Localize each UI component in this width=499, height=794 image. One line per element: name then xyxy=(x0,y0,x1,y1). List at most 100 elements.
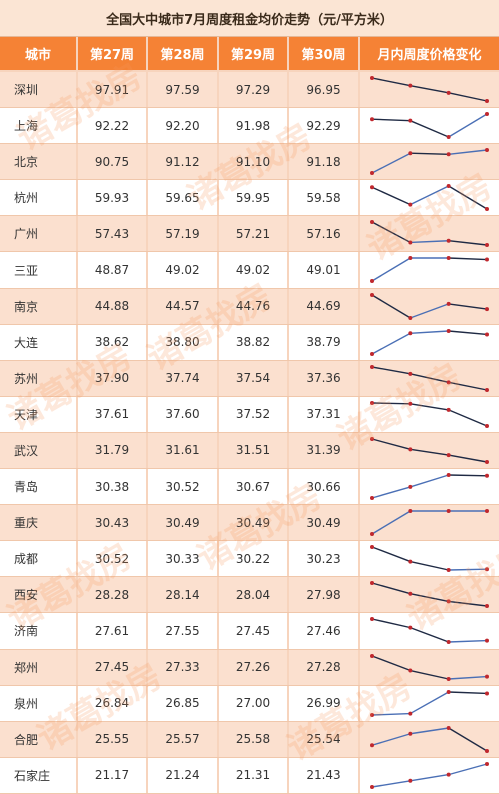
price-cell: 37.52 xyxy=(219,396,289,432)
table-row: 三亚 48.87 49.02 49.02 49.01 xyxy=(0,252,499,289)
sparkline-point xyxy=(446,239,451,244)
price-cell: 37.90 xyxy=(78,360,148,396)
price-cell: 59.93 xyxy=(78,180,148,216)
sparkline-point xyxy=(370,117,374,122)
sparkline-svg xyxy=(370,220,489,248)
price-cell: 30.49 xyxy=(219,505,289,541)
sparkline-segment xyxy=(448,92,488,102)
price-cell: 27.33 xyxy=(148,649,219,685)
price-cell: 44.69 xyxy=(289,288,360,324)
price-cell: 37.61 xyxy=(78,396,148,432)
table-row: 上海 92.22 92.20 91.98 92.29 xyxy=(0,108,499,145)
price-cell: 44.57 xyxy=(148,288,219,324)
sparkline-svg xyxy=(370,364,489,392)
price-cell: 31.51 xyxy=(219,432,289,469)
table-header: 城市 第27周 第28周 第29周 第30周 月内周度价格变化 xyxy=(0,37,499,70)
price-cell: 44.88 xyxy=(78,288,148,324)
sparkline-point xyxy=(485,691,489,696)
table-row: 北京 90.75 91.12 91.10 91.18 xyxy=(0,144,499,181)
trend-sparkline xyxy=(360,613,499,649)
price-cell: 30.49 xyxy=(289,505,360,541)
price-cell: 37.54 xyxy=(219,360,289,396)
trend-sparkline xyxy=(360,505,499,541)
sparkline-point xyxy=(370,784,374,789)
price-cell: 26.99 xyxy=(289,685,360,721)
city-name: 深圳 xyxy=(0,72,78,108)
sparkline-segment xyxy=(410,561,449,571)
sparkline-point xyxy=(485,243,489,248)
price-cell: 91.12 xyxy=(148,144,219,180)
price-cell: 31.61 xyxy=(148,432,219,469)
sparkline-segment xyxy=(410,329,449,334)
sparkline-segment xyxy=(371,546,411,563)
city-name: 杭州 xyxy=(0,180,78,216)
sparkline-point xyxy=(370,351,374,356)
price-cell: 28.14 xyxy=(148,577,219,613)
price-cell: 27.26 xyxy=(219,649,289,685)
price-cell: 37.74 xyxy=(148,360,219,396)
table-row: 合肥 25.55 25.57 25.58 25.54 xyxy=(0,721,499,758)
sparkline-segment xyxy=(410,773,449,782)
sparkline-segment xyxy=(448,257,488,261)
trend-sparkline xyxy=(360,180,499,216)
sparkline-segment xyxy=(371,402,411,405)
sparkline-segment xyxy=(448,690,488,694)
sparkline-segment xyxy=(448,329,488,335)
sparkline-point xyxy=(485,459,489,464)
price-cell: 27.45 xyxy=(219,613,289,649)
sparkline-point xyxy=(446,135,451,140)
sparkline-point xyxy=(446,725,451,730)
sparkline-point xyxy=(485,761,489,766)
sparkline-svg xyxy=(370,328,489,356)
sparkline-point xyxy=(370,617,374,622)
table-row: 郑州 27.45 27.33 27.26 27.28 xyxy=(0,649,499,686)
city-name: 南京 xyxy=(0,288,78,324)
sparkline-point xyxy=(485,567,489,572)
sparkline-segment xyxy=(410,84,449,94)
price-cell: 96.95 xyxy=(289,72,360,108)
sparkline-segment xyxy=(448,149,488,156)
sparkline-point xyxy=(485,306,489,311)
sparkline-segment xyxy=(410,302,449,319)
price-cell: 49.02 xyxy=(219,252,289,288)
sparkline-segment xyxy=(371,221,411,244)
sparkline-point xyxy=(370,220,374,225)
price-cell: 92.29 xyxy=(289,108,360,144)
price-cell: 21.43 xyxy=(289,757,360,793)
price-cell: 49.01 xyxy=(289,252,360,288)
sparkline-segment xyxy=(448,381,488,391)
sparkline-point xyxy=(370,185,374,190)
sparkline-point xyxy=(408,151,413,156)
sparkline-segment xyxy=(448,185,488,210)
sparkline-segment xyxy=(371,186,411,206)
price-cell: 38.80 xyxy=(148,324,219,360)
sparkline-point xyxy=(485,423,489,428)
sparkline-segment xyxy=(448,640,488,644)
sparkline-segment xyxy=(448,763,488,776)
sparkline-svg xyxy=(370,400,489,428)
sparkline-point xyxy=(370,436,374,441)
city-name: 济南 xyxy=(0,613,78,649)
price-cell: 30.66 xyxy=(289,469,360,505)
sparkline-point xyxy=(408,118,413,123)
sparkline-point xyxy=(370,653,374,658)
sparkline-point xyxy=(485,207,489,212)
sparkline-point xyxy=(446,772,451,777)
sparkline-point xyxy=(446,152,451,157)
city-name: 三亚 xyxy=(0,252,78,288)
sparkline-point xyxy=(408,202,413,207)
price-cell: 30.33 xyxy=(148,541,219,577)
sparkline-segment xyxy=(448,601,488,608)
sparkline-segment xyxy=(371,366,411,375)
table-row: 天津 37.61 37.60 37.52 37.31 xyxy=(0,396,499,433)
sparkline-point xyxy=(370,712,374,717)
sparkline-point xyxy=(408,371,413,376)
header-week-28: 第28周 xyxy=(148,37,219,70)
price-cell: 92.20 xyxy=(148,108,219,144)
sparkline-point xyxy=(485,509,489,514)
city-name: 泉州 xyxy=(0,685,78,721)
sparkline-point xyxy=(446,453,451,458)
sparkline-point xyxy=(408,330,413,335)
price-cell: 37.60 xyxy=(148,396,219,432)
sparkline-point xyxy=(408,401,413,406)
